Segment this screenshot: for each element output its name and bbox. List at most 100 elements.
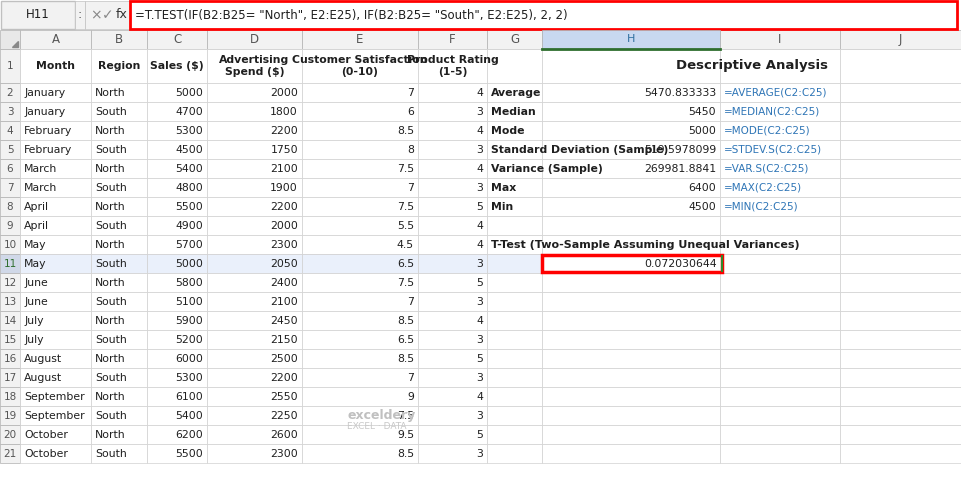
Bar [302, 140, 418, 159]
Text: H: H [627, 35, 635, 45]
Bar [0, 216, 20, 235]
Bar [0, 159, 20, 178]
Text: 10: 10 [4, 240, 16, 249]
Text: 6100: 6100 [175, 392, 203, 401]
Text: South: South [95, 449, 127, 458]
Bar [0, 311, 20, 330]
Bar [0, 406, 20, 425]
Bar [207, 49, 302, 83]
Bar [487, 140, 542, 159]
Bar [542, 197, 720, 216]
Bar [207, 368, 302, 387]
Bar [20, 235, 91, 254]
Bar [840, 273, 961, 292]
Text: 2200: 2200 [270, 202, 298, 211]
Text: September: September [24, 392, 85, 401]
Text: 2100: 2100 [270, 163, 298, 174]
Text: 7: 7 [407, 87, 414, 98]
Bar [302, 254, 418, 273]
Bar [91, 425, 147, 444]
Text: 3: 3 [476, 449, 483, 458]
Bar [302, 368, 418, 387]
Text: 5400: 5400 [175, 411, 203, 420]
Bar [147, 216, 207, 235]
Text: 16: 16 [4, 353, 16, 364]
Bar [542, 254, 720, 273]
Text: 4500: 4500 [688, 202, 716, 211]
Bar [542, 368, 720, 387]
Text: North: North [95, 163, 126, 174]
Text: 6400: 6400 [688, 183, 716, 192]
Bar [0, 235, 20, 254]
Bar [91, 83, 147, 102]
Bar [0, 178, 20, 197]
Bar [20, 406, 91, 425]
Bar [0, 444, 20, 463]
Text: 269981.8841: 269981.8841 [644, 163, 716, 174]
Text: 4: 4 [7, 125, 13, 136]
Text: 2050: 2050 [270, 259, 298, 268]
Text: 6: 6 [407, 106, 414, 117]
Bar [0, 254, 20, 273]
Bar [487, 406, 542, 425]
Text: April: April [24, 202, 49, 211]
Bar [91, 387, 147, 406]
Text: June: June [24, 296, 48, 307]
Text: February: February [24, 144, 72, 155]
Text: February: February [24, 125, 72, 136]
Bar [147, 368, 207, 387]
Text: 9.5: 9.5 [397, 430, 414, 439]
Text: 5: 5 [476, 278, 483, 288]
Bar [0, 83, 20, 102]
Bar [0, 273, 20, 292]
Bar [207, 159, 302, 178]
Text: Max: Max [491, 183, 516, 192]
Bar [418, 311, 487, 330]
Bar [91, 368, 147, 387]
Text: North: North [95, 125, 126, 136]
Text: 2400: 2400 [270, 278, 298, 288]
Text: ×: × [90, 8, 102, 22]
Bar [720, 30, 840, 49]
Bar [207, 216, 302, 235]
Text: 5: 5 [7, 144, 13, 155]
Text: Advertising
Spend ($): Advertising Spend ($) [219, 55, 289, 77]
Bar [418, 254, 487, 273]
Bar [207, 102, 302, 121]
Bar [840, 235, 961, 254]
Text: 17: 17 [4, 372, 16, 382]
Text: 5200: 5200 [175, 334, 203, 345]
Bar [418, 444, 487, 463]
Bar [542, 292, 720, 311]
Polygon shape [12, 41, 18, 47]
Bar [720, 159, 840, 178]
Bar [840, 292, 961, 311]
Text: 4: 4 [476, 315, 483, 326]
Text: 8.5: 8.5 [397, 315, 414, 326]
Bar [840, 330, 961, 349]
Text: Variance (Sample): Variance (Sample) [491, 163, 603, 174]
Text: 7: 7 [7, 183, 13, 192]
Bar [0, 121, 20, 140]
Bar [207, 311, 302, 330]
Bar [0, 102, 20, 121]
Bar [542, 140, 720, 159]
Text: March: March [24, 183, 58, 192]
Text: 13: 13 [4, 296, 16, 307]
Text: South: South [95, 296, 127, 307]
Bar [418, 140, 487, 159]
Text: 5500: 5500 [175, 449, 203, 458]
Text: North: North [95, 240, 126, 249]
Bar [302, 83, 418, 102]
Bar [207, 406, 302, 425]
Text: April: April [24, 221, 49, 230]
Text: 3: 3 [476, 411, 483, 420]
Text: =T.TEST(IF(B2:B25= "North", E2:E25), IF(B2:B25= "South", E2:E25), 2, 2): =T.TEST(IF(B2:B25= "North", E2:E25), IF(… [135, 8, 568, 21]
Bar [487, 178, 542, 197]
Bar [418, 368, 487, 387]
Text: 2300: 2300 [270, 449, 298, 458]
Bar [720, 197, 840, 216]
Bar [487, 349, 542, 368]
Bar [91, 102, 147, 121]
Bar [1, 1, 75, 29]
